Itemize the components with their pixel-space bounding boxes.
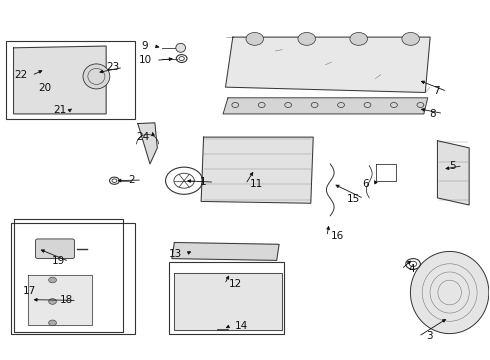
Polygon shape [174, 273, 282, 330]
FancyBboxPatch shape [35, 239, 74, 258]
Circle shape [49, 320, 56, 326]
Polygon shape [438, 141, 469, 205]
Text: 6: 6 [363, 179, 369, 189]
Text: 18: 18 [60, 296, 73, 305]
Polygon shape [14, 46, 106, 114]
Polygon shape [28, 275, 92, 325]
Text: 20: 20 [39, 83, 52, 93]
Text: 1: 1 [200, 177, 207, 187]
Polygon shape [201, 137, 313, 203]
Text: 8: 8 [429, 109, 436, 118]
Polygon shape [225, 37, 430, 93]
Text: 9: 9 [142, 41, 148, 51]
Circle shape [402, 32, 419, 45]
Circle shape [49, 277, 56, 283]
Circle shape [246, 32, 264, 45]
Text: 4: 4 [409, 264, 416, 274]
Text: 14: 14 [235, 321, 248, 331]
Text: 3: 3 [426, 332, 433, 342]
Text: 10: 10 [139, 55, 152, 65]
Polygon shape [138, 123, 157, 164]
Ellipse shape [176, 43, 186, 52]
Circle shape [350, 32, 368, 45]
Text: 2: 2 [128, 175, 135, 185]
Circle shape [49, 298, 56, 304]
Text: 21: 21 [53, 105, 67, 114]
Text: 24: 24 [136, 132, 149, 142]
Text: 5: 5 [449, 161, 455, 171]
Text: 23: 23 [106, 63, 119, 72]
Polygon shape [172, 243, 279, 260]
Text: 16: 16 [331, 231, 344, 242]
Text: 15: 15 [346, 194, 360, 203]
Text: 7: 7 [433, 86, 440, 96]
Ellipse shape [411, 251, 489, 334]
Polygon shape [223, 98, 428, 114]
Text: 13: 13 [169, 249, 182, 258]
Text: 19: 19 [52, 256, 65, 266]
Text: 11: 11 [249, 179, 263, 189]
Text: 17: 17 [23, 286, 36, 296]
Ellipse shape [83, 64, 110, 89]
Text: 22: 22 [14, 70, 27, 80]
Text: 12: 12 [229, 279, 242, 289]
Circle shape [298, 32, 316, 45]
